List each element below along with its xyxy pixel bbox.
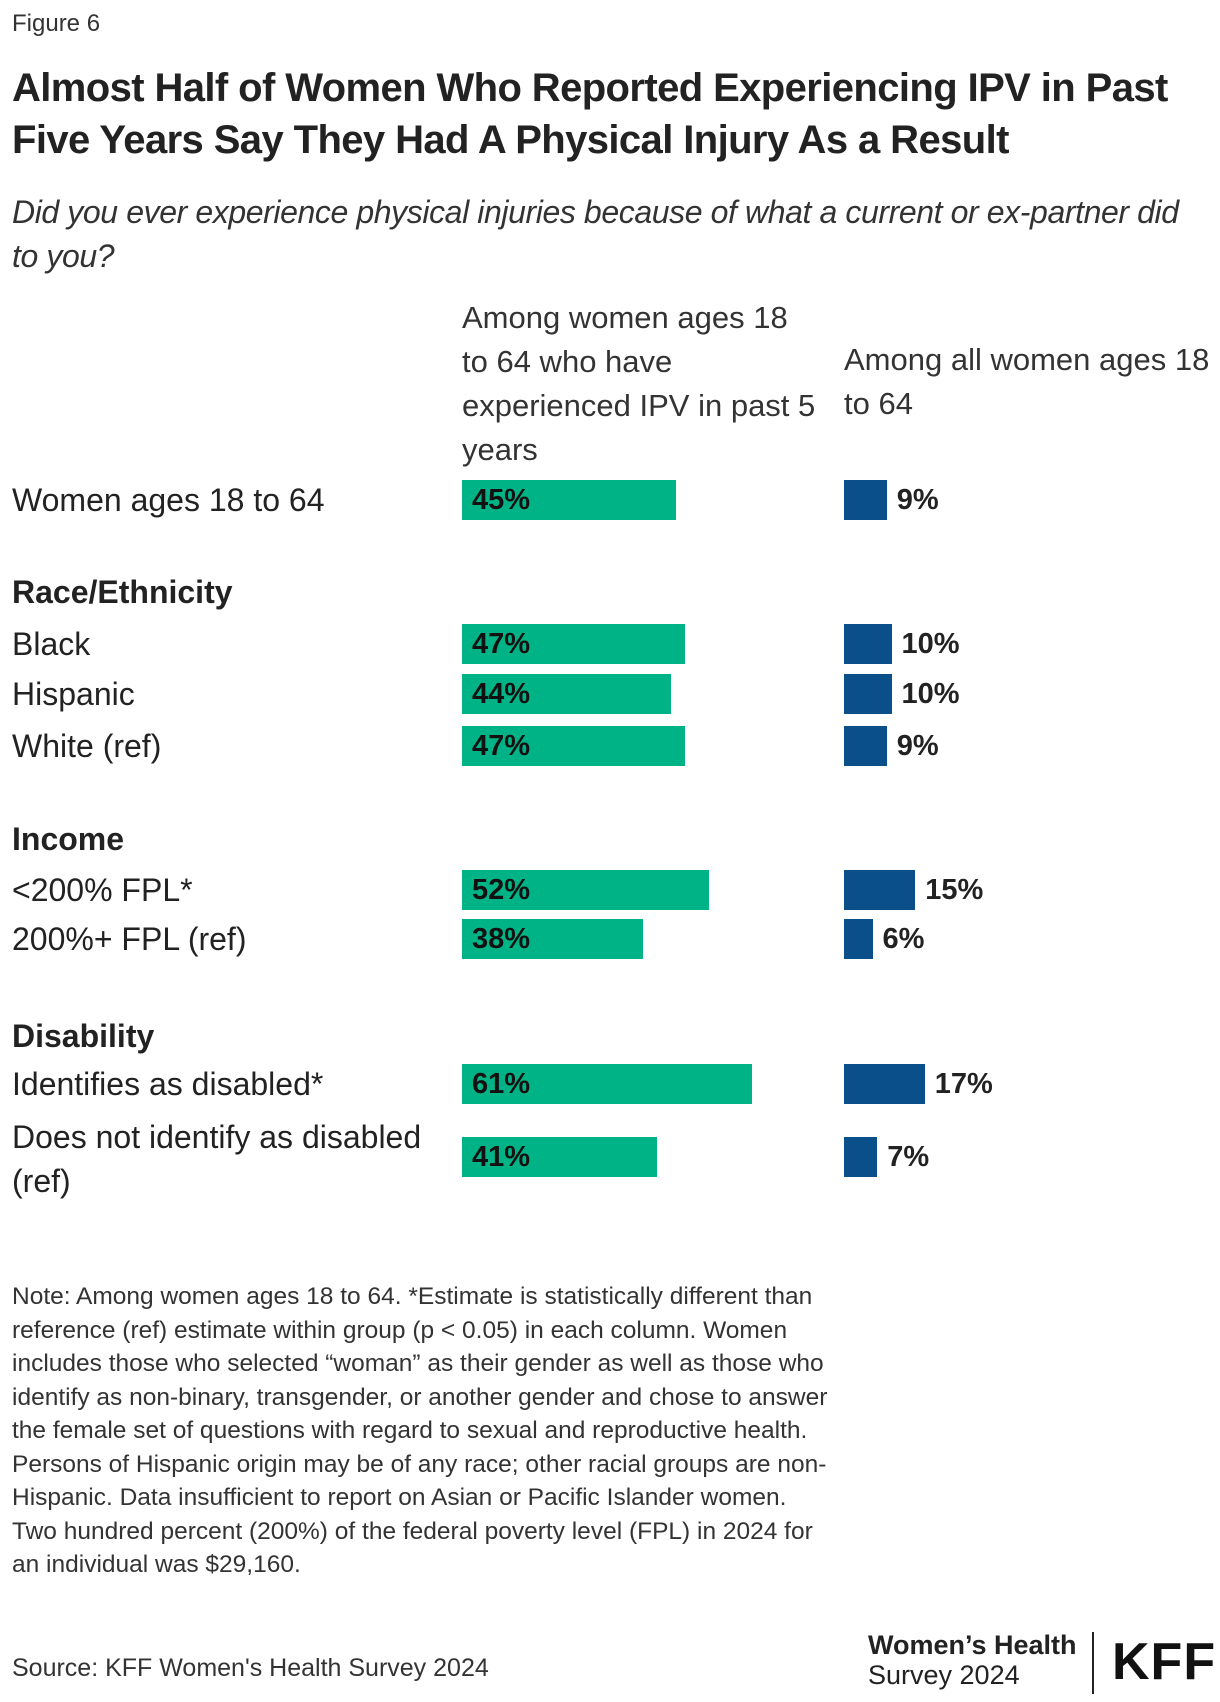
bar-ipv [462, 1064, 752, 1104]
row-label: Hispanic [12, 676, 135, 712]
data-label-ipv: 44% [472, 678, 531, 710]
group-heading-income: Income [12, 821, 125, 857]
data-label-ipv: 47% [472, 730, 531, 762]
row-label: 200%+ FPL (ref) [12, 921, 247, 957]
bar-all [844, 624, 892, 664]
bar-ipv [462, 726, 686, 766]
data-label-ipv: 52% [472, 874, 531, 906]
survey-brand-line1: Women’s Health [868, 1630, 1077, 1660]
group-heading-disability: Disability [12, 1018, 155, 1054]
data-label-ipv: 41% [472, 1141, 531, 1173]
bar-all [844, 1064, 925, 1104]
data-label-all: 17% [934, 1068, 993, 1100]
data-label-all: 9% [896, 484, 939, 516]
note-paragraph: Note: Among women ages 18 to 64. *Estima… [12, 1283, 828, 1444]
column-header-all: Among all women ages 18 to 64 [844, 342, 1210, 421]
row-label: Women ages 18 to 64 [12, 482, 325, 518]
note-paragraph: Persons of Hispanic origin may be of any… [12, 1450, 827, 1512]
data-label-all: 10% [901, 628, 960, 660]
bar-ipv [462, 624, 686, 664]
data-label-all: 9% [896, 730, 939, 762]
bar-all [844, 919, 873, 959]
chart-title: Almost Half of Women Who Reported Experi… [12, 66, 1168, 162]
bar-ipv [462, 1137, 657, 1177]
chart-subtitle: Did you ever experience physical injurie… [12, 194, 1179, 274]
note-paragraph: Two hundred percent (200%) of the federa… [12, 1517, 813, 1579]
row-label: White (ref) [12, 728, 162, 764]
bar-ipv [462, 674, 671, 714]
bar-all [844, 1137, 878, 1177]
data-label-ipv: 47% [472, 628, 531, 660]
bar-all [844, 726, 887, 766]
data-label-ipv: 61% [472, 1068, 531, 1100]
survey-brand-line2: Survey 2024 [868, 1660, 1020, 1690]
bar-ipv [462, 480, 676, 520]
figure-label: Figure 6 [12, 10, 101, 37]
chart-notes: Note: Among women ages 18 to 64. *Estima… [12, 1280, 842, 1582]
row-label: Does not identify as disabled (ref) [12, 1119, 422, 1199]
kff-logo: KFF [1112, 1633, 1217, 1691]
brand-divider [1092, 1632, 1094, 1694]
row-label: Identifies as disabled* [12, 1066, 324, 1102]
bar-ipv [462, 870, 709, 910]
row-label: Black [12, 626, 91, 662]
data-label-ipv: 38% [472, 923, 531, 955]
group-heading-race: Race/Ethnicity [12, 574, 233, 610]
bar-all [844, 870, 916, 910]
row-label: <200% FPL* [12, 872, 193, 908]
column-header-ipv: Among women ages 18 to 64 who have exper… [462, 300, 816, 467]
bar-all [844, 480, 887, 520]
data-label-all: 6% [882, 923, 925, 955]
source-line: Source: KFF Women's Health Survey 2024 [12, 1654, 489, 1682]
data-label-all: 10% [901, 678, 960, 710]
data-label-ipv: 45% [472, 484, 531, 516]
bar-all [844, 674, 892, 714]
bar-ipv [462, 919, 643, 959]
survey-brand: Women’s Health Survey 2024 [868, 1630, 1077, 1690]
data-label-all: 7% [887, 1141, 930, 1173]
data-label-all: 15% [925, 874, 984, 906]
